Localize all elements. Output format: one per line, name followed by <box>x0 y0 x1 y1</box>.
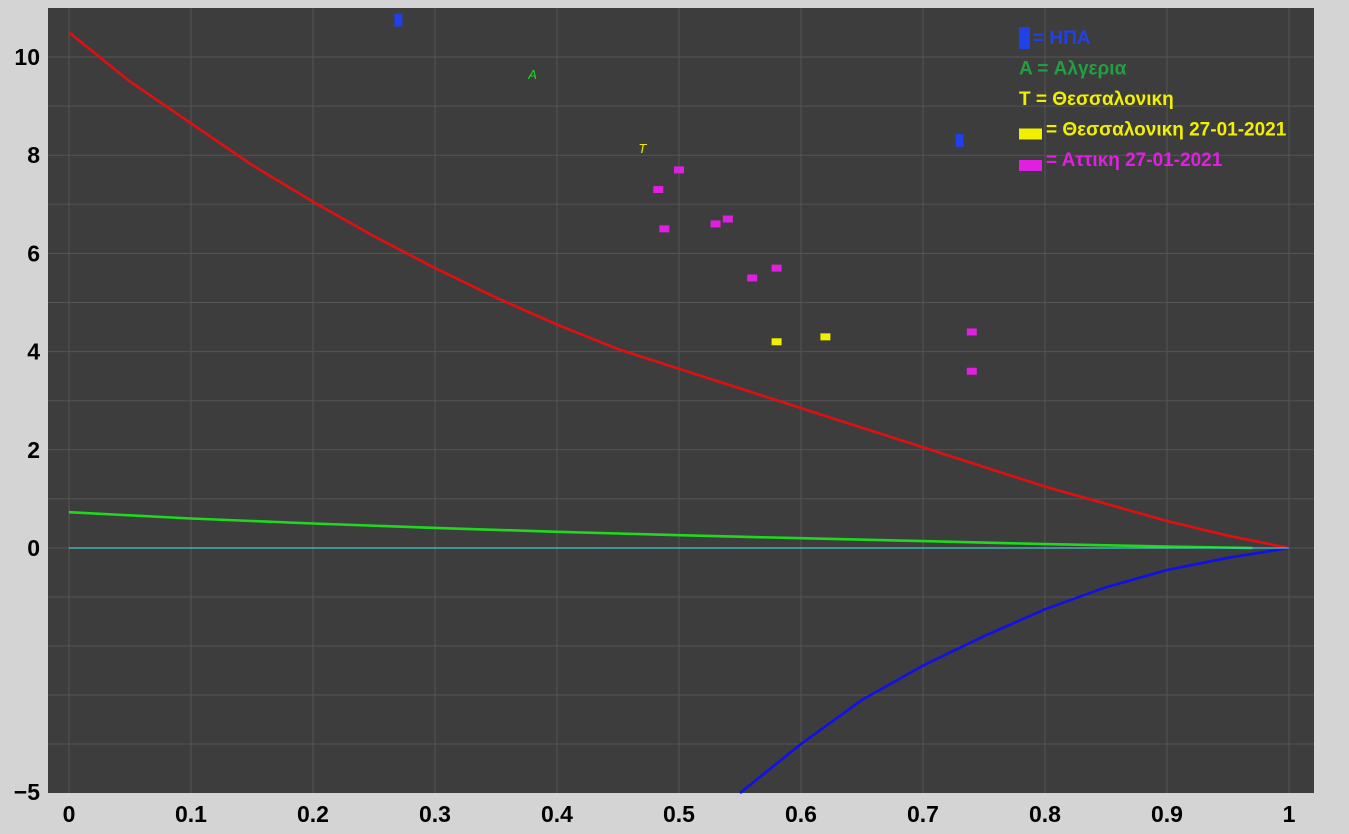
point-attica-5 <box>653 186 664 194</box>
x-tick-label-7: 0.7 <box>907 801 939 827</box>
point-thessaloniki-3 <box>820 333 831 341</box>
point-attica-10 <box>771 264 782 272</box>
x-tick-label-4: 0.4 <box>541 801 573 827</box>
curve-0 <box>68 31 1290 550</box>
x-tick-label-10: 1 <box>1283 801 1296 827</box>
y-tick-label-3: 4 <box>27 339 40 365</box>
legend-label-3: = Θεσσαλονικη 27-01-2021 <box>1046 120 1287 141</box>
annotation-1: T <box>638 141 647 156</box>
curve-2 <box>739 546 1290 795</box>
point-attica-11 <box>966 328 977 336</box>
x-tick-label-9: 0.9 <box>1151 801 1183 827</box>
y-tick-label-4: 2 <box>27 437 40 463</box>
y-tick-label-0: 10 <box>14 44 40 70</box>
point-usa-0 <box>394 13 403 27</box>
annotation-0: A <box>527 67 537 82</box>
x-tick-label-0: 0 <box>63 801 76 827</box>
y-tick-label-2: 6 <box>27 240 40 266</box>
y-tick-label-5: 0 <box>27 535 40 561</box>
point-attica-4 <box>674 166 684 174</box>
point-attica-8 <box>722 215 733 223</box>
x-tick-label-8: 0.8 <box>1029 801 1061 827</box>
grid-lines <box>48 8 1314 793</box>
point-attica-9 <box>747 274 758 282</box>
point-thessaloniki-2 <box>771 338 782 346</box>
curves <box>68 31 1290 795</box>
y-tick-label-1: 8 <box>27 142 40 168</box>
x-tick-label-5: 0.5 <box>663 801 695 827</box>
x-tick-label-6: 0.6 <box>785 801 817 827</box>
x-axis-ticks: 0 0.1 0.2 0.3 0.4 0.5 0.6 0.7 0.8 0.9 1 <box>63 801 1296 827</box>
legend-marker-usa <box>1019 27 1030 49</box>
point-attica-7 <box>710 220 721 228</box>
legend-marker-thessaloniki <box>1019 128 1042 140</box>
x-tick-label-1: 0.1 <box>175 801 207 827</box>
x-tick-label-2: 0.2 <box>297 801 329 827</box>
x-tick-label-3: 0.3 <box>419 801 451 827</box>
annotations: AT <box>527 67 647 156</box>
legend-marker-attica <box>1019 160 1042 171</box>
y-axis-ticks: 10 8 6 4 2 0 −5 <box>14 44 40 805</box>
legend: = ΗΠΑ A = Αλγερια T = Θεσσαλονικη = Θεσσαλο… <box>1019 27 1287 171</box>
point-attica-12 <box>966 367 977 375</box>
legend-label-2: T = Θεσσαλονικη <box>1019 89 1174 110</box>
legend-label-4: = Αττικη 27-01-2021 <box>1046 150 1223 171</box>
legend-label-0: = ΗΠΑ <box>1033 28 1091 49</box>
curve-1 <box>68 510 1253 550</box>
data-points <box>394 13 977 375</box>
point-usa-1 <box>955 133 964 147</box>
legend-label-1: A = Αλγερια <box>1019 59 1127 80</box>
point-attica-6 <box>659 225 670 233</box>
y-tick-label-6: −5 <box>14 779 40 805</box>
